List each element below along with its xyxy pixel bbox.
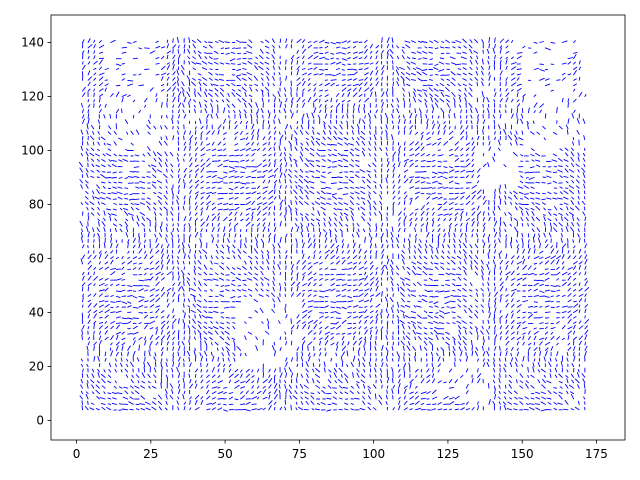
y-tick-label: 80 (29, 198, 44, 212)
vector-field (78, 36, 590, 412)
x-axis: 0 25 50 75 100 125 150 175 (73, 440, 608, 461)
plot-frame (50, 14, 626, 441)
x-tick-label: 100 (362, 447, 385, 461)
y-tick-label: 20 (29, 360, 44, 374)
x-tick-label: 175 (585, 447, 608, 461)
x-tick-label: 150 (511, 447, 534, 461)
x-tick-label: 50 (217, 447, 232, 461)
y-tick-label: 40 (29, 306, 44, 320)
x-tick-label: 25 (143, 447, 158, 461)
x-tick-label: 125 (436, 447, 459, 461)
x-tick-label: 75 (292, 447, 307, 461)
y-tick-label: 120 (21, 90, 44, 104)
y-tick-label: 60 (29, 252, 44, 266)
y-tick-label: 0 (36, 414, 44, 428)
y-tick-label: 100 (21, 144, 44, 158)
y-tick-label: 140 (21, 36, 44, 50)
vector-arrows (78, 36, 590, 412)
y-axis: 0 20 40 60 80 100 120 140 (21, 36, 51, 428)
x-tick-label: 0 (73, 447, 81, 461)
